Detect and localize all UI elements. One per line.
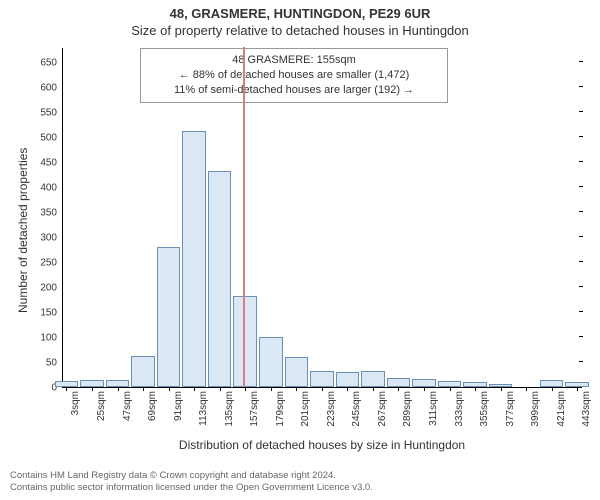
y-tick-mark bbox=[579, 186, 583, 187]
y-tick-label: 50 bbox=[46, 358, 57, 369]
plot-area: 0501001502002503003504004505005506006503… bbox=[62, 48, 582, 388]
x-tick-label: 157sqm bbox=[249, 391, 260, 427]
x-tick-mark bbox=[194, 387, 195, 391]
x-tick-mark bbox=[322, 387, 323, 391]
footnote-line-2: Contains public sector information licen… bbox=[10, 482, 373, 494]
histogram-bar bbox=[259, 337, 282, 387]
y-tick-label: 500 bbox=[40, 133, 57, 144]
title-address: 48, GRASMERE, HUNTINGDON, PE29 6UR bbox=[0, 6, 600, 21]
y-tick-mark bbox=[579, 111, 583, 112]
x-tick-mark bbox=[245, 387, 246, 391]
y-tick-mark bbox=[579, 311, 583, 312]
x-tick-mark bbox=[501, 387, 502, 391]
x-tick-mark bbox=[296, 387, 297, 391]
histogram-bar bbox=[489, 384, 512, 387]
x-tick-label: 135sqm bbox=[224, 391, 235, 427]
histogram-bar bbox=[157, 247, 180, 387]
y-tick-mark bbox=[579, 286, 583, 287]
y-tick-label: 100 bbox=[40, 333, 57, 344]
y-tick-label: 350 bbox=[40, 208, 57, 219]
histogram-bar bbox=[208, 171, 231, 387]
y-tick-mark bbox=[579, 261, 583, 262]
x-tick-label: 113sqm bbox=[198, 391, 209, 426]
y-tick-mark bbox=[579, 236, 583, 237]
x-tick-mark bbox=[424, 387, 425, 391]
x-axis-label: Distribution of detached houses by size … bbox=[62, 438, 582, 452]
chart-container: 48, GRASMERE, HUNTINGDON, PE29 6UR Size … bbox=[0, 0, 600, 500]
footnote-line-1: Contains HM Land Registry data © Crown c… bbox=[10, 470, 373, 482]
x-tick-label: 245sqm bbox=[351, 391, 362, 427]
histogram-bar bbox=[182, 131, 205, 387]
y-axis-label: Number of detached properties bbox=[16, 148, 30, 313]
x-tick-label: 267sqm bbox=[377, 391, 388, 427]
x-tick-label: 443sqm bbox=[581, 391, 592, 427]
x-tick-mark bbox=[450, 387, 451, 391]
y-tick-mark bbox=[579, 161, 583, 162]
x-tick-label: 311sqm bbox=[428, 391, 439, 426]
reference-line bbox=[243, 47, 245, 387]
y-tick-mark bbox=[579, 136, 583, 137]
histogram-bar bbox=[463, 382, 486, 387]
x-tick-mark bbox=[220, 387, 221, 391]
x-tick-mark bbox=[398, 387, 399, 391]
x-tick-label: 25sqm bbox=[96, 391, 107, 421]
histogram-bar bbox=[412, 379, 435, 387]
x-tick-label: 47sqm bbox=[122, 391, 133, 421]
x-tick-mark bbox=[475, 387, 476, 391]
x-tick-label: 399sqm bbox=[530, 391, 541, 427]
x-tick-label: 69sqm bbox=[147, 391, 158, 421]
y-tick-label: 400 bbox=[40, 183, 57, 194]
x-tick-mark bbox=[552, 387, 553, 391]
histogram-bar bbox=[387, 378, 410, 387]
y-tick-label: 650 bbox=[40, 58, 57, 69]
x-tick-label: 3sqm bbox=[70, 391, 81, 415]
histogram-bar bbox=[55, 381, 78, 387]
x-tick-label: 201sqm bbox=[300, 391, 311, 427]
x-tick-label: 377sqm bbox=[505, 391, 516, 427]
y-tick-mark bbox=[579, 211, 583, 212]
histogram-bar bbox=[565, 382, 588, 387]
histogram-bar bbox=[310, 371, 333, 387]
x-tick-label: 223sqm bbox=[326, 391, 337, 427]
y-tick-label: 200 bbox=[40, 283, 57, 294]
y-tick-mark bbox=[579, 361, 583, 362]
x-tick-mark bbox=[577, 387, 578, 391]
histogram-bar bbox=[361, 371, 384, 387]
x-tick-mark bbox=[169, 387, 170, 391]
y-tick-mark bbox=[579, 61, 583, 62]
y-tick-label: 250 bbox=[40, 258, 57, 269]
histogram-bar bbox=[540, 380, 563, 387]
histogram-bar bbox=[106, 380, 129, 388]
y-tick-label: 150 bbox=[40, 308, 57, 319]
footnote: Contains HM Land Registry data © Crown c… bbox=[10, 470, 373, 495]
x-tick-label: 91sqm bbox=[173, 391, 184, 421]
y-tick-mark bbox=[579, 86, 583, 87]
title-subtitle: Size of property relative to detached ho… bbox=[0, 23, 600, 38]
x-tick-label: 289sqm bbox=[402, 391, 413, 427]
y-tick-label: 450 bbox=[40, 158, 57, 169]
histogram-bar bbox=[336, 372, 359, 387]
x-tick-mark bbox=[347, 387, 348, 391]
x-tick-mark bbox=[118, 387, 119, 391]
x-tick-mark bbox=[271, 387, 272, 391]
x-tick-mark bbox=[143, 387, 144, 391]
histogram-bar bbox=[131, 356, 154, 387]
x-tick-mark bbox=[66, 387, 67, 391]
histogram-bar bbox=[438, 381, 461, 387]
title-block: 48, GRASMERE, HUNTINGDON, PE29 6UR Size … bbox=[0, 6, 600, 38]
x-tick-label: 179sqm bbox=[275, 391, 286, 427]
x-tick-label: 333sqm bbox=[454, 391, 465, 427]
y-tick-label: 300 bbox=[40, 233, 57, 244]
x-tick-mark bbox=[526, 387, 527, 391]
y-tick-mark bbox=[579, 336, 583, 337]
x-tick-mark bbox=[92, 387, 93, 391]
histogram-bar bbox=[285, 357, 308, 387]
histogram-bar bbox=[233, 296, 256, 387]
x-tick-label: 355sqm bbox=[479, 391, 490, 427]
y-tick-label: 550 bbox=[40, 108, 57, 119]
histogram-bar bbox=[80, 380, 103, 387]
x-tick-label: 421sqm bbox=[556, 391, 567, 427]
y-tick-label: 600 bbox=[40, 83, 57, 94]
x-tick-mark bbox=[373, 387, 374, 391]
